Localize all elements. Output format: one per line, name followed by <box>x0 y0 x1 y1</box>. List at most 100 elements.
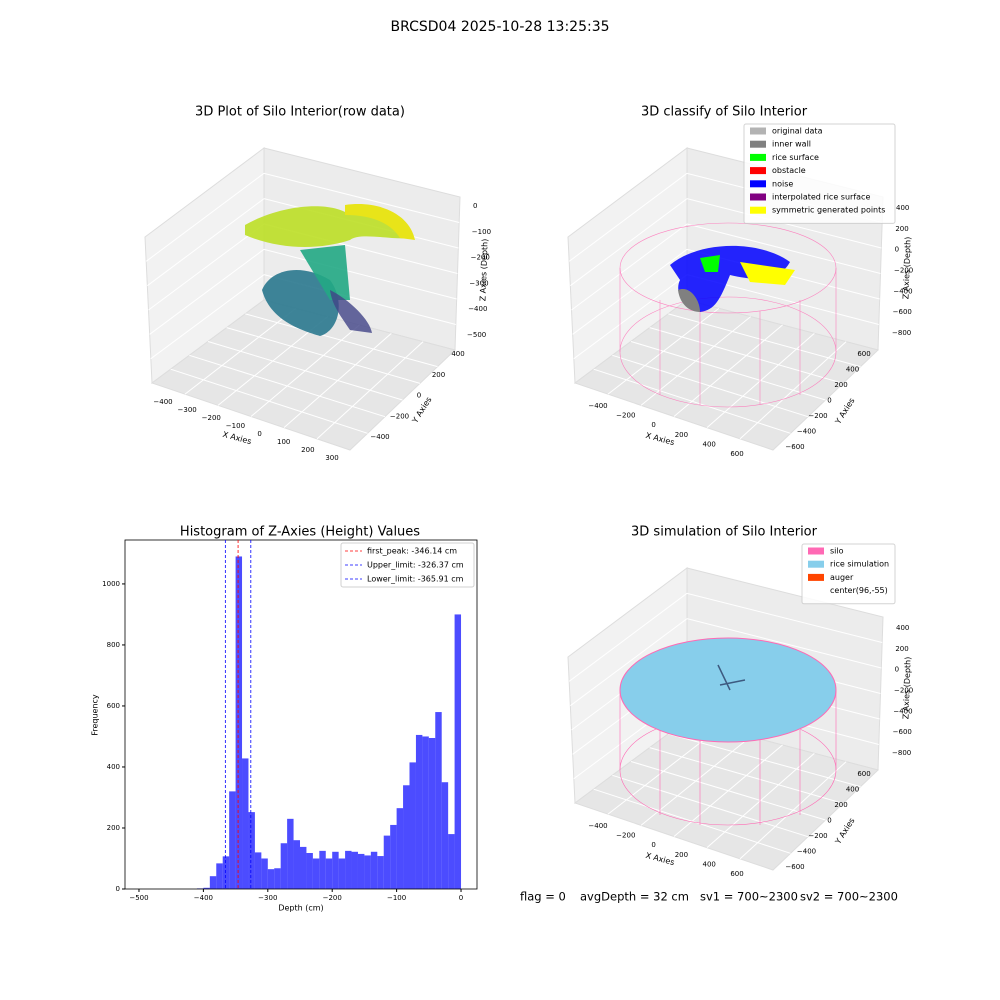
bar <box>209 876 217 889</box>
y-tick-label: 400 <box>846 786 859 794</box>
z-tick-label: −800 <box>892 329 911 337</box>
point-cloud <box>678 289 700 312</box>
grid-line <box>145 172 265 262</box>
x-tick-label: −200 <box>323 894 342 902</box>
point-cloud <box>740 262 795 285</box>
x-tick-label: 0 <box>459 894 463 902</box>
y-tick-label: 200 <box>432 371 445 379</box>
z-tick-label: 400 <box>896 624 909 632</box>
z-tick-label: 200 <box>895 645 908 653</box>
legend-box <box>801 543 896 605</box>
rice-surface <box>619 637 837 743</box>
legend-label: Lower_limit: -365.91 cm <box>367 575 464 584</box>
z-tick-label: −100 <box>472 228 491 236</box>
y-tick-label: 1000 <box>102 580 120 588</box>
y-tick-label: 400 <box>451 350 464 358</box>
subplot-title: 3D simulation of Silo Interior <box>631 525 818 540</box>
legend-label: silo <box>830 547 844 556</box>
x-tick-label: −200 <box>616 412 635 420</box>
grid-line <box>572 248 688 335</box>
bar <box>338 858 346 889</box>
y-tick-label: 200 <box>107 824 120 832</box>
bar <box>254 852 262 889</box>
legend-swatch <box>808 573 824 581</box>
point-cloud <box>345 204 415 240</box>
grid-line <box>686 592 883 643</box>
legend-swatch <box>750 206 766 214</box>
y-tick-label: 600 <box>107 702 120 710</box>
x-tick-label: 0 <box>651 841 655 849</box>
bar <box>242 758 249 889</box>
grid-line <box>571 223 688 311</box>
x-tick-label: 200 <box>675 431 688 439</box>
x-tick-label: 0 <box>257 430 261 438</box>
x-axis-label: X Axies <box>222 430 253 446</box>
subplot-title: Histogram of Z-Axies (Height) Values <box>180 525 420 540</box>
y-tick-label: 600 <box>857 770 870 778</box>
x-tick-label: 200 <box>675 851 688 859</box>
bar <box>312 858 320 889</box>
legend-box <box>743 123 896 224</box>
grid-line <box>150 274 265 360</box>
y-tick-label: 800 <box>107 641 120 649</box>
bar <box>454 614 462 889</box>
bar <box>274 868 281 889</box>
bar <box>351 851 358 889</box>
y-tick-label: −200 <box>808 832 827 840</box>
legend-swatch <box>750 140 766 148</box>
bar <box>345 850 352 889</box>
legend-label: rice simulation <box>830 560 889 569</box>
grid-line <box>570 618 688 707</box>
bar <box>222 856 230 889</box>
y-tick-label: 200 <box>834 381 847 389</box>
x-tick-label: 600 <box>730 450 743 458</box>
point-cloud <box>262 269 339 336</box>
y-tick-label: −200 <box>808 412 827 420</box>
z-tick-label: 0 <box>473 202 477 210</box>
bar <box>409 762 416 889</box>
annotation: sv2 = 700~2300 <box>800 890 898 904</box>
y-tick-label: 200 <box>834 801 847 809</box>
legend-swatch <box>750 167 766 175</box>
legend-label: center(96,-55) <box>830 586 888 595</box>
legend-swatch <box>750 153 766 161</box>
subplot-title: 3D classify of Silo Interior <box>641 105 808 120</box>
grid-line <box>263 172 460 223</box>
z-tick-label: 0 <box>895 666 899 674</box>
z-tick-label: −300 <box>469 279 488 287</box>
legend-label: original data <box>772 127 823 136</box>
bar <box>306 853 313 889</box>
bar <box>203 887 210 889</box>
silo-wireframe <box>619 222 837 408</box>
z-axis-label: Z Axies (Depth) <box>478 239 489 302</box>
x-tick-label: −100 <box>226 422 245 430</box>
decoration <box>245 204 837 826</box>
y-tick-label: 400 <box>107 763 120 771</box>
bar <box>390 824 397 889</box>
grid-line <box>148 223 265 311</box>
y-tick-label: −400 <box>797 848 816 856</box>
legend-label: interpolated rice surface <box>772 193 870 202</box>
z-tick-label: −600 <box>893 728 912 736</box>
z-axis-label: Z Axies (Depth) <box>901 237 912 300</box>
x-tick-label: −300 <box>178 406 197 414</box>
y-axis-label: Frequency <box>91 694 100 736</box>
legend-box <box>340 542 475 588</box>
bar <box>364 855 371 889</box>
legend-swatch <box>808 587 824 595</box>
bar <box>396 808 404 889</box>
bar <box>422 736 429 889</box>
grid-line <box>568 592 688 682</box>
x-axis-label: X Axies <box>645 851 676 867</box>
x-tick-label: −400 <box>588 402 607 410</box>
x-axis-label: Depth (cm) <box>278 904 323 913</box>
z-tick-label: 400 <box>896 204 909 212</box>
x-tick-label: −100 <box>387 894 406 902</box>
grid-line <box>739 341 847 440</box>
y-axis-label: Y Axies <box>833 396 857 426</box>
grid-line <box>147 198 265 287</box>
grid-line <box>739 761 847 860</box>
y-tick-label: 600 <box>857 350 870 358</box>
grid-line <box>149 248 265 335</box>
